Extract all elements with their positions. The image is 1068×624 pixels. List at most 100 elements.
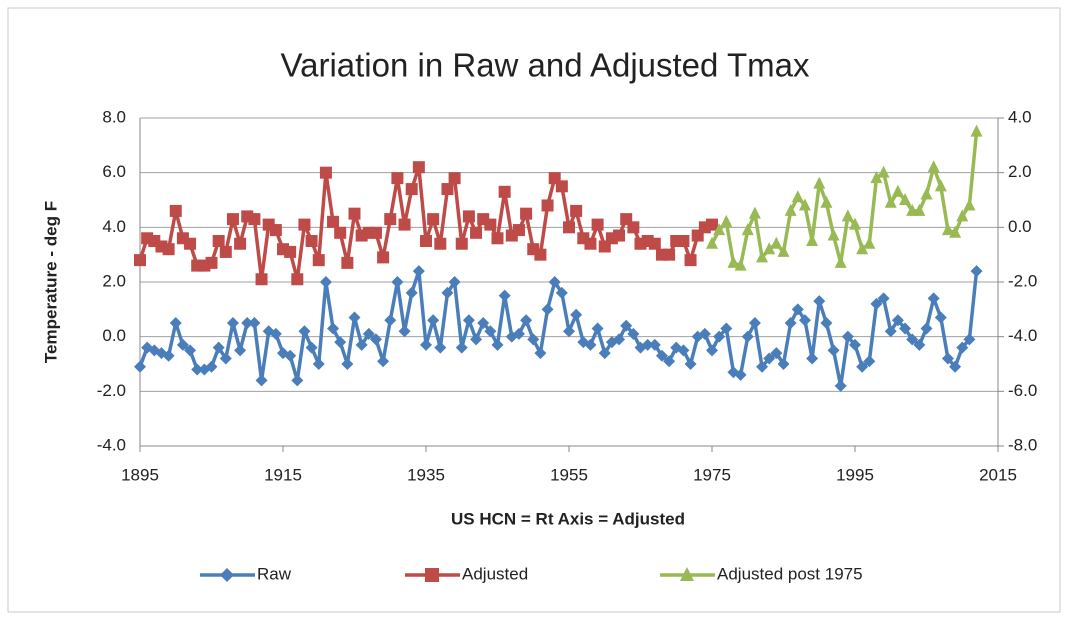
y-tick-label: -2.0 [97, 381, 126, 400]
marker [477, 317, 490, 329]
marker [899, 193, 912, 205]
marker [541, 199, 554, 212]
marker [512, 224, 525, 237]
marker [956, 209, 969, 222]
marker [627, 221, 640, 234]
y-tick-label: 2.0 [102, 271, 126, 290]
marker [963, 198, 976, 211]
marker [269, 224, 282, 237]
marker [448, 276, 461, 288]
marker [813, 176, 826, 189]
marker [498, 185, 511, 198]
marker [770, 347, 783, 360]
marker [834, 255, 847, 268]
marker [741, 330, 754, 343]
marker [598, 347, 611, 360]
marker [520, 207, 533, 220]
marker [927, 160, 940, 173]
marker [377, 251, 390, 264]
marker [441, 286, 454, 299]
marker [970, 265, 983, 278]
marker [570, 308, 583, 321]
marker [756, 360, 769, 373]
marker [813, 295, 826, 308]
marker [734, 258, 747, 271]
marker [355, 338, 368, 351]
marker [663, 355, 676, 368]
marker [841, 209, 854, 222]
marker [941, 352, 954, 365]
marker [877, 292, 890, 305]
marker [806, 234, 819, 246]
marker [427, 314, 440, 327]
marker [591, 218, 604, 231]
marker [298, 218, 311, 231]
marker [384, 213, 397, 226]
marker [680, 567, 694, 581]
marker [663, 248, 676, 261]
marker [555, 180, 568, 193]
marker [169, 204, 182, 217]
marker [906, 333, 919, 346]
marker [334, 226, 347, 239]
marker [491, 232, 504, 245]
marker [470, 333, 483, 346]
marker [913, 203, 926, 216]
x-tick-label: 1975 [693, 465, 731, 484]
marker [212, 235, 225, 247]
marker [756, 250, 769, 263]
marker [820, 317, 833, 329]
marker [791, 190, 804, 203]
marker [134, 254, 146, 267]
marker [720, 214, 733, 227]
marker [748, 206, 761, 219]
marker [949, 225, 962, 238]
marker [627, 327, 640, 340]
marker [534, 347, 547, 360]
marker [191, 363, 204, 376]
marker [863, 355, 876, 368]
marker [312, 358, 325, 370]
x-axis-label: US HCN = Rt Axis = Adjusted [451, 509, 685, 528]
y-tick-label: 6.0 [102, 162, 126, 181]
marker [791, 303, 804, 316]
marker [219, 352, 232, 365]
marker [877, 165, 890, 178]
marker [677, 235, 690, 247]
marker [305, 341, 318, 354]
marker [184, 344, 197, 357]
marker [698, 327, 711, 340]
marker [470, 226, 483, 239]
marker [391, 276, 404, 288]
marker [298, 325, 311, 338]
marker [327, 322, 340, 335]
y2-tick-label: 0.0 [1008, 217, 1032, 236]
marker [541, 303, 554, 316]
marker [369, 226, 382, 239]
marker [255, 374, 268, 387]
marker [655, 349, 668, 362]
marker [956, 341, 969, 354]
marker [384, 314, 397, 327]
marker [226, 317, 239, 329]
marker [570, 204, 583, 217]
x-tick-label: 1915 [264, 465, 302, 484]
marker [269, 327, 282, 340]
y-tick-label: 0.0 [102, 326, 126, 345]
marker [834, 379, 847, 392]
marker [420, 235, 432, 247]
marker [341, 358, 354, 370]
marker [348, 311, 361, 324]
y2-tick-label: 4.0 [1008, 107, 1032, 126]
x-tick-label: 2015 [979, 465, 1017, 484]
marker [548, 276, 561, 288]
marker [706, 236, 718, 249]
x-tick-label: 1895 [121, 465, 159, 484]
marker [648, 338, 661, 351]
marker [512, 327, 525, 340]
marker [134, 360, 146, 373]
marker [620, 319, 633, 332]
marker [713, 330, 726, 343]
marker [677, 344, 690, 357]
